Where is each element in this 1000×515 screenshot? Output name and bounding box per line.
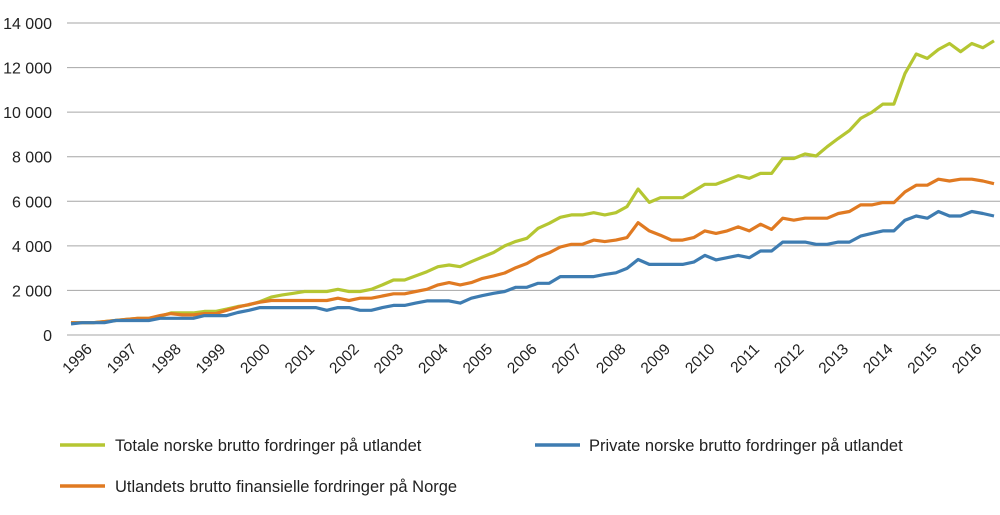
x-tick-label: 2001	[282, 341, 318, 377]
y-tick-label: 10 000	[3, 105, 52, 122]
y-tick-label: 0	[43, 328, 52, 345]
x-tick-label: 2013	[816, 341, 852, 377]
x-tick-label: 2009	[638, 341, 674, 377]
y-tick-label: 14 000	[3, 16, 52, 33]
x-tick-label: 2012	[771, 341, 807, 377]
legend-item-totale: Totale norske brutto fordringer på utlan…	[60, 437, 422, 455]
x-tick-label: 1998	[148, 341, 184, 377]
x-tick-label: 2007	[549, 341, 585, 377]
x-tick-label: 2015	[905, 341, 941, 377]
y-tick-label: 12 000	[3, 61, 52, 78]
y-tick-label: 8 000	[12, 150, 52, 167]
x-tick-label: 2008	[593, 341, 629, 377]
y-tick-label: 6 000	[12, 194, 52, 211]
legend-item-utlandets: Utlandets brutto finansielle fordringer …	[60, 478, 457, 496]
x-tick-label: 2000	[237, 341, 274, 378]
series-line-1	[70, 209, 995, 326]
legend: Totale norske brutto fordringer på utlan…	[60, 437, 903, 496]
y-tick-label: 4 000	[12, 239, 52, 256]
x-tick-label: 2010	[682, 341, 719, 378]
x-tick-label: 1997	[104, 341, 140, 377]
y-axis-ticks: 0 2 000 4 000 6 000 8 000 10 000 12 000 14 000	[3, 16, 52, 345]
x-tick-label: 1996	[59, 341, 95, 377]
x-tick-label: 1999	[193, 341, 229, 377]
x-tick-label: 2002	[326, 341, 362, 377]
series-lines	[70, 39, 995, 326]
series-line-2	[71, 177, 995, 325]
legend-item-private: Private norske brutto fordringer på utla…	[535, 437, 903, 455]
legend-label-private: Private norske brutto fordringer på utla…	[589, 437, 903, 455]
x-tick-label: 2011	[727, 341, 763, 377]
x-tick-label: 2003	[371, 341, 407, 377]
x-tick-label: 2016	[949, 341, 985, 377]
legend-label-utlandets: Utlandets brutto finansielle fordringer …	[115, 478, 457, 496]
gridlines	[67, 22, 1000, 336]
y-tick-label: 2 000	[12, 283, 52, 300]
series-line-0	[71, 39, 995, 325]
legend-label-totale: Totale norske brutto fordringer på utlan…	[115, 437, 422, 455]
x-tick-label: 2005	[460, 341, 496, 377]
x-tick-label: 2014	[860, 341, 897, 378]
x-axis-ticks: 1996 1997 1998 1999 2000 2001 2002 2003 2004 2005…	[59, 341, 985, 378]
x-tick-label: 2004	[415, 341, 452, 378]
x-tick-label: 2006	[504, 341, 540, 377]
